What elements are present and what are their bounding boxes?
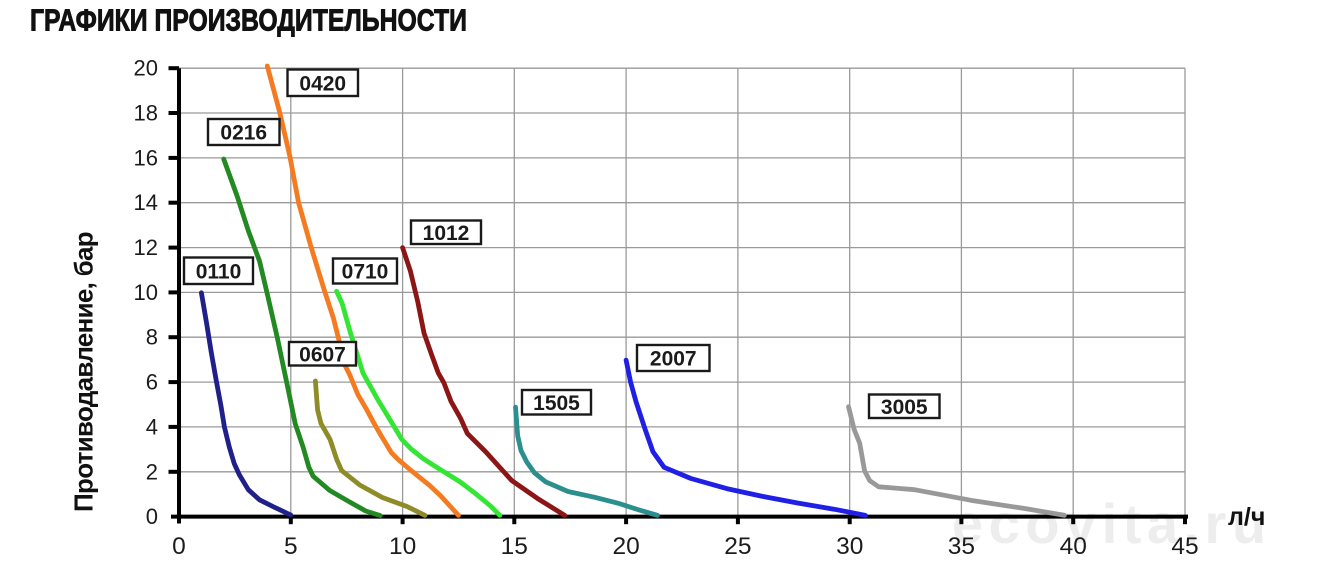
svg-text:6: 6 <box>146 370 158 395</box>
svg-text:2: 2 <box>146 459 158 484</box>
svg-text:0420: 0420 <box>299 72 346 95</box>
svg-text:25: 25 <box>724 533 751 560</box>
svg-text:3005: 3005 <box>881 396 928 419</box>
svg-text:20: 20 <box>612 533 639 560</box>
svg-text:10: 10 <box>389 533 416 560</box>
svg-text:0710: 0710 <box>342 261 389 284</box>
svg-text:ecovita.ru: ecovita.ru <box>952 492 1272 555</box>
svg-text:8: 8 <box>146 325 158 350</box>
svg-text:2007: 2007 <box>650 348 697 371</box>
svg-text:10: 10 <box>134 280 158 305</box>
svg-text:15: 15 <box>501 533 528 560</box>
svg-text:14: 14 <box>134 190 158 215</box>
svg-text:0607: 0607 <box>299 343 346 366</box>
svg-text:40: 40 <box>1060 533 1087 560</box>
svg-text:5: 5 <box>284 533 298 560</box>
svg-text:12: 12 <box>134 235 158 260</box>
svg-text:Противодавление, бар: Противодавление, бар <box>68 232 98 512</box>
svg-text:4: 4 <box>146 414 158 439</box>
svg-text:ГРАФИКИ ПРОИЗВОДИТЕЛЬНОСТИ: ГРАФИКИ ПРОИЗВОДИТЕЛЬНОСТИ <box>30 3 467 37</box>
svg-text:1505: 1505 <box>533 392 580 415</box>
svg-text:1012: 1012 <box>423 222 470 245</box>
svg-text:0: 0 <box>172 533 186 560</box>
svg-text:18: 18 <box>134 101 158 126</box>
svg-text:0110: 0110 <box>196 260 242 283</box>
svg-text:л/ч: л/ч <box>1228 503 1265 531</box>
svg-text:30: 30 <box>836 533 863 560</box>
svg-text:0: 0 <box>146 504 158 529</box>
svg-text:0216: 0216 <box>220 122 267 145</box>
svg-text:35: 35 <box>948 533 975 560</box>
svg-text:20: 20 <box>134 56 158 81</box>
svg-text:45: 45 <box>1171 533 1198 560</box>
svg-text:16: 16 <box>134 145 158 170</box>
